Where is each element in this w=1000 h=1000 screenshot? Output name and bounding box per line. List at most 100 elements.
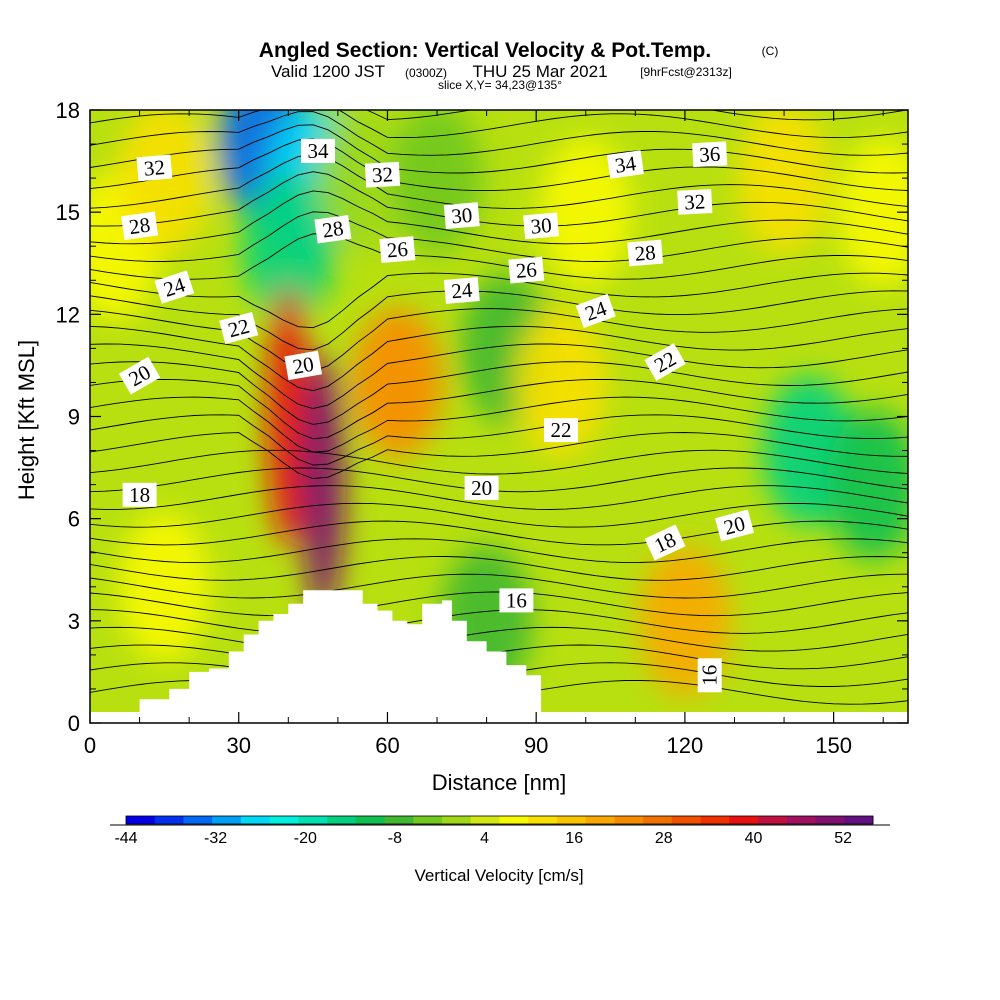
colorbar-swatch xyxy=(355,816,386,824)
theta-isoline xyxy=(90,124,908,174)
contour-label: 30 xyxy=(443,202,480,230)
colorbar-label: 16 xyxy=(565,830,583,847)
theta-isoline xyxy=(90,396,908,453)
colorbar-swatch xyxy=(269,816,299,824)
theta-isoline xyxy=(90,591,908,617)
colorbar-swatch xyxy=(470,816,500,824)
contour-label: 20 xyxy=(464,476,499,500)
contour-label: 22 xyxy=(544,418,578,443)
colorbar-swatch xyxy=(815,816,845,824)
velocity-field xyxy=(90,110,908,696)
x-axis-label: Distance [nm] xyxy=(432,770,567,795)
y-axis-label: Height [Kft MSL] xyxy=(14,340,39,500)
colorbar-swatch xyxy=(183,816,213,824)
theta-isoline xyxy=(90,233,908,280)
colorbar-label: 28 xyxy=(655,830,673,847)
theta-isoline xyxy=(90,111,908,156)
x-tick-label: 0 xyxy=(84,733,96,758)
colorbar-swatch xyxy=(671,816,702,824)
subtitle-valid: Valid 1200 JST xyxy=(271,62,385,81)
velocity-cell xyxy=(738,110,831,254)
colorbar-title: Vertical Velocity [cm/s] xyxy=(414,866,583,885)
contour-label-text: 20 xyxy=(471,476,492,500)
contour-label: 34 xyxy=(301,138,335,163)
chart-title: Angled Section: Vertical Velocity & Pot.… xyxy=(259,39,711,62)
contour-label: 22 xyxy=(219,312,259,344)
contour-label: 20 xyxy=(284,350,323,381)
contour-label-text: 20 xyxy=(291,352,316,379)
theta-isoline xyxy=(90,211,908,262)
theta-isoline xyxy=(90,467,908,493)
colorbar-swatch xyxy=(327,816,357,824)
contour-label-text: 34 xyxy=(308,139,330,163)
contour-label: 32 xyxy=(364,161,401,188)
colorbar-swatch xyxy=(384,816,414,824)
contour-label-text: 34 xyxy=(613,151,638,178)
theta-isoline xyxy=(90,538,908,564)
colorbar-swatch xyxy=(585,816,615,824)
theta-isoline xyxy=(90,378,908,440)
theta-isoline xyxy=(90,138,908,192)
contour-label-text: 28 xyxy=(128,212,152,239)
x-tick-label: 90 xyxy=(524,733,548,758)
colorbar-swatch xyxy=(614,816,644,824)
velocity-cell xyxy=(351,307,444,458)
contour-label: 30 xyxy=(523,212,560,240)
theta-isoline xyxy=(90,432,908,479)
colorbar-swatch xyxy=(643,816,673,824)
theta-isoline xyxy=(90,325,908,392)
theta-isoline xyxy=(90,414,908,466)
contour-label-text: 26 xyxy=(515,257,538,283)
theta-isoline xyxy=(90,449,908,475)
contour-label-text: 32 xyxy=(371,162,393,187)
contour-label-text: 28 xyxy=(321,216,345,243)
contour-label-text: 16 xyxy=(506,588,527,612)
colorbar-swatch xyxy=(556,816,587,824)
colorbar-swatch xyxy=(126,816,156,824)
contour-label: 26 xyxy=(508,256,545,284)
chart-title-mark: (C) xyxy=(762,44,779,58)
colorbar-label: 4 xyxy=(480,830,489,847)
colorbar-swatch xyxy=(212,816,242,824)
colorbar-swatch xyxy=(786,816,817,824)
slice-info: slice X,Y= 34,23@135° xyxy=(438,78,562,92)
y-tick-label: 18 xyxy=(56,98,80,123)
theta-isoline xyxy=(90,171,908,227)
contour-label-text: 24 xyxy=(450,278,474,304)
contour-label: 26 xyxy=(379,236,416,264)
theta-isoline xyxy=(365,110,908,121)
theta-isoline xyxy=(90,626,908,652)
velocity-cell xyxy=(301,354,346,615)
colorbar-ticks: -44 -32 -20 -8 4 16 28 40 52 xyxy=(114,830,852,847)
contour-label-text: 30 xyxy=(450,203,473,229)
theta-isoline xyxy=(90,361,908,425)
velocity-cell xyxy=(118,511,211,662)
contour-label-text: 22 xyxy=(551,418,572,442)
colorbar-swatch xyxy=(844,816,874,824)
theta-isoline xyxy=(90,290,908,351)
colorbar-label: -32 xyxy=(204,830,227,847)
x-tick-label: 60 xyxy=(375,733,399,758)
colorbar-swatch xyxy=(528,816,558,824)
colorbar-label: -8 xyxy=(388,830,402,847)
colorbar xyxy=(110,815,890,826)
theta-isoline xyxy=(90,609,908,634)
colorbar-swatch xyxy=(240,816,271,824)
contour-label-text: 16 xyxy=(698,665,722,686)
terrain-mask xyxy=(139,590,542,723)
colorbar-swatch xyxy=(413,816,443,824)
theta-isoline xyxy=(90,573,908,599)
subtitle-date: THU 25 Mar 2021 xyxy=(472,62,607,81)
theta-isoline xyxy=(90,520,908,546)
contour-label-text: 36 xyxy=(699,142,721,167)
theta-isoline xyxy=(90,343,908,409)
contour-label: 28 xyxy=(121,211,159,241)
colorbar-swatch xyxy=(499,816,529,824)
contour-label-text: 30 xyxy=(530,213,553,239)
contour-label: 28 xyxy=(314,214,352,244)
x-tick-label: 150 xyxy=(815,733,852,758)
